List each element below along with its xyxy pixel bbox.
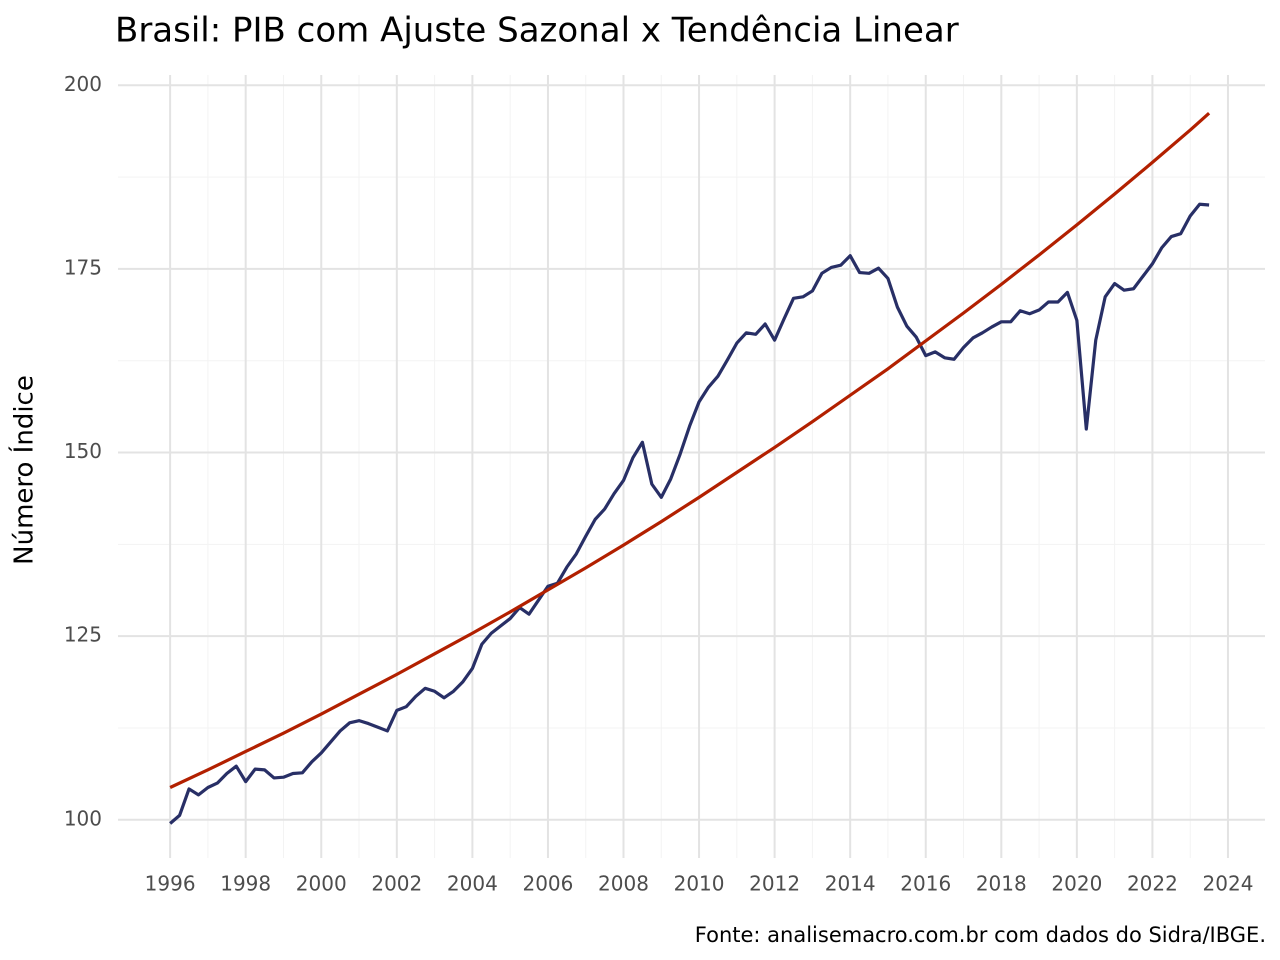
caption: Fonte: analisemacro.com.br com dados do …: [695, 923, 1266, 947]
x-tick-label: 2024: [1203, 872, 1254, 896]
chart-title: Brasil: PIB com Ajuste Sazonal x Tendênc…: [115, 11, 959, 51]
x-tick-label: 2012: [749, 872, 800, 896]
x-tick-label: 2018: [976, 872, 1027, 896]
x-tick-label: 1998: [220, 872, 271, 896]
x-tick-label: 2004: [447, 872, 498, 896]
x-tick-label: 2020: [1051, 872, 1102, 896]
y-tick-label: 150: [64, 439, 102, 463]
x-tick-label: 2014: [825, 872, 876, 896]
x-tick-label: 2002: [371, 872, 422, 896]
x-tick-label: 2006: [522, 872, 573, 896]
x-tick-label: 1996: [145, 872, 196, 896]
y-tick-label: 125: [64, 623, 102, 647]
x-tick-label: 2010: [674, 872, 725, 896]
y-axis-label: Número Índice: [8, 375, 40, 565]
y-tick-label: 100: [64, 806, 102, 830]
series-line: [169, 112, 1211, 789]
y-tick-label: 200: [64, 72, 102, 96]
series-line: [169, 202, 1210, 825]
x-tick-label: 2000: [296, 872, 347, 896]
x-tick-label: 2016: [900, 872, 951, 896]
x-tick-label: 2022: [1127, 872, 1178, 896]
y-tick-label: 175: [64, 255, 102, 279]
x-tick-label: 2008: [598, 872, 649, 896]
